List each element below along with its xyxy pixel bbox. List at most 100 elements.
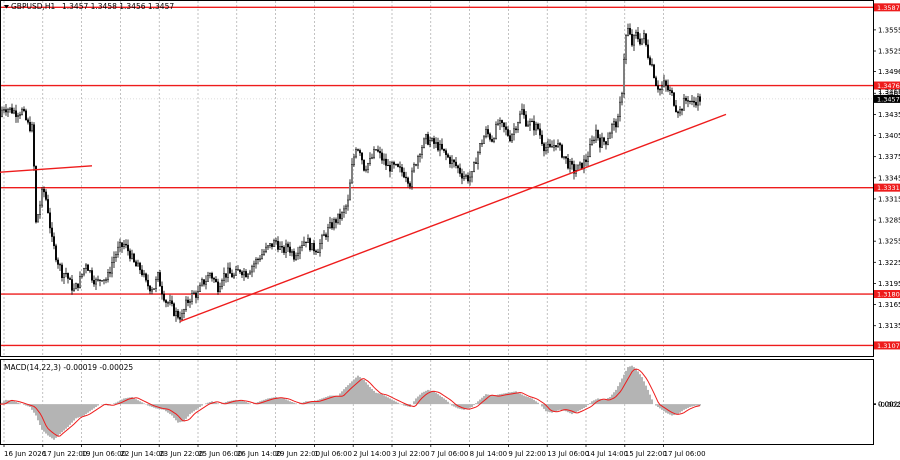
- candle-body: [137, 262, 139, 267]
- candle-body: [51, 227, 53, 237]
- candle-body: [595, 129, 597, 141]
- candle-body: [475, 162, 477, 164]
- candle-body: [657, 85, 659, 90]
- candle-body: [15, 110, 17, 117]
- candle-body: [143, 273, 145, 276]
- candle-body: [581, 162, 583, 170]
- candle-body: [365, 169, 367, 171]
- candle-body: [623, 58, 625, 94]
- candle-body: [107, 272, 109, 281]
- candle-body: [479, 143, 481, 153]
- candle-body: [645, 33, 647, 46]
- macd-y-tick-label: 0.00: [878, 401, 894, 409]
- candle-body: [649, 57, 651, 65]
- y-tick-label: 1.3465: [878, 90, 900, 98]
- candle-body: [533, 120, 535, 131]
- candle-body: [509, 135, 511, 142]
- candle-body: [289, 246, 291, 253]
- candle-body: [545, 147, 547, 152]
- candle-body: [477, 152, 479, 164]
- candle-body: [325, 234, 327, 238]
- candle-body: [25, 110, 27, 121]
- candle-body: [639, 38, 641, 45]
- candle-body: [671, 90, 673, 94]
- candle-body: [295, 255, 297, 260]
- current-price-box: [874, 94, 900, 103]
- candle-body: [405, 176, 407, 179]
- candle-body: [33, 124, 35, 167]
- y-tick-label: 1.3435: [878, 111, 900, 119]
- y-tick-label: 1.3405: [878, 132, 900, 140]
- candle-body: [499, 120, 501, 125]
- candle-body: [443, 148, 445, 151]
- y-tick-label: 1.3375: [878, 153, 900, 161]
- candle-body: [695, 102, 697, 106]
- candle-body: [221, 280, 223, 287]
- level-price-box: [874, 81, 900, 90]
- candle-body: [261, 254, 263, 260]
- candle-body: [21, 108, 23, 115]
- y-tick-label: 1.3525: [878, 48, 900, 56]
- candle-body: [429, 140, 431, 145]
- level-lines: [1, 6, 873, 347]
- candle-body: [519, 113, 521, 123]
- candle-body: [693, 100, 695, 103]
- candle-body: [309, 238, 311, 251]
- x-tick-label: 29 Jun 22:00: [276, 450, 320, 458]
- candle-body: [241, 271, 243, 276]
- candle-body: [625, 35, 627, 60]
- candle-body: [387, 164, 389, 167]
- candle-body: [183, 309, 185, 314]
- candle-body: [395, 164, 397, 166]
- chart-header: GBPUSD,H1 1.3457 1.3458 1.3456 1.3457: [4, 2, 174, 11]
- candle-body: [535, 123, 537, 131]
- candle-body: [555, 145, 557, 148]
- candle-body: [587, 156, 589, 162]
- candle-body: [193, 292, 195, 294]
- candle-body: [361, 152, 363, 161]
- candle-body: [167, 302, 169, 304]
- candle-body: [627, 28, 629, 36]
- candle-body: [277, 240, 279, 250]
- candle-body: [89, 270, 91, 272]
- candle-body: [465, 175, 467, 177]
- candle-body: [667, 85, 669, 91]
- candle-body: [5, 109, 7, 113]
- candle-body: [139, 262, 141, 271]
- candle-body: [607, 138, 609, 145]
- candle-body: [37, 214, 39, 223]
- candle-body: [531, 120, 533, 123]
- candle-body: [353, 156, 355, 165]
- candle-body: [643, 33, 645, 40]
- candle-body: [255, 259, 257, 265]
- candle-body: [323, 234, 325, 237]
- candle-body: [173, 303, 175, 316]
- candle-body: [285, 243, 287, 253]
- candle-body: [453, 159, 455, 163]
- candle-body: [489, 133, 491, 140]
- candle-body: [9, 107, 11, 110]
- candle-body: [661, 85, 663, 90]
- candle-body: [7, 109, 9, 113]
- candle-body: [553, 145, 555, 148]
- candle-body: [591, 139, 593, 145]
- candle-body: [307, 238, 309, 243]
- candle-body: [229, 267, 231, 274]
- candle-body: [331, 222, 333, 229]
- candle-body: [441, 143, 443, 150]
- candle-body: [99, 279, 101, 281]
- candle-body: [281, 246, 283, 248]
- candle-body: [253, 263, 255, 267]
- candle-body: [247, 273, 249, 278]
- candle-body: [651, 64, 653, 66]
- candle-body: [373, 149, 375, 158]
- candle-body: [403, 171, 405, 178]
- candle-body: [383, 158, 385, 161]
- main-plot-frame: [0, 0, 874, 357]
- candle-body: [633, 35, 635, 46]
- candle-body: [189, 300, 191, 303]
- candle-body: [61, 264, 63, 278]
- candle-body: [53, 236, 55, 247]
- candle-body: [557, 143, 559, 148]
- candle-body: [317, 251, 319, 253]
